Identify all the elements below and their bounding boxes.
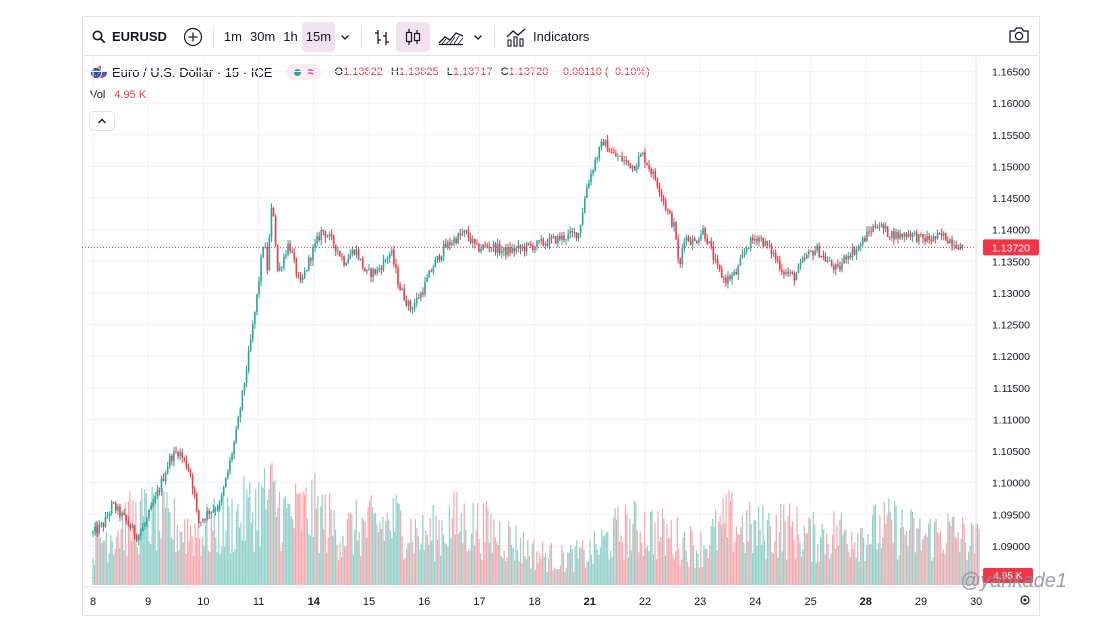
snapshot-button[interactable]: [1008, 25, 1030, 50]
chevron-down-icon: [341, 34, 349, 40]
market-open-dot: [294, 68, 302, 76]
volume-label: Vol: [90, 89, 106, 101]
change-value: −0.00110 (−0.10%): [556, 66, 650, 78]
symbol-search-button[interactable]: EURUSD: [82, 22, 179, 52]
chevron-up-icon: [98, 118, 106, 124]
top-toolbar: EURUSD 1m 30m 1h 15m Indicators: [82, 18, 1038, 56]
search-icon: [92, 30, 106, 43]
indicators-label: Indicators: [533, 29, 590, 44]
symbol-label: EURUSD: [112, 29, 167, 44]
collapse-legend-button[interactable]: [89, 111, 115, 131]
toolbar-separator: [494, 25, 496, 48]
add-symbol-icon: [183, 27, 203, 46]
camera-icon: [1009, 27, 1029, 43]
bar-style-button[interactable]: [368, 22, 396, 52]
indicators-icon: [506, 28, 526, 47]
close-label: C: [500, 66, 509, 78]
instrument-title: Euro / U.S. Dollar · 15 · ICE: [112, 64, 273, 80]
eur-usd-flag-icon: [90, 66, 107, 79]
toolbar-separator: [361, 25, 363, 48]
add-symbol-button[interactable]: [179, 22, 207, 52]
ohlc-values: O1.13822 H1.13825 L1.13717 C1.13720 −0.0…: [335, 66, 650, 78]
chart-frame: [82, 16, 1040, 616]
open-label: O: [334, 66, 344, 78]
chart-style-dropdown-button[interactable]: [468, 22, 488, 52]
approx-icon: ≈: [307, 64, 315, 79]
candles-icon: [405, 28, 421, 45]
low-value: 1.13717: [452, 66, 493, 78]
interval-15m[interactable]: 15m: [301, 21, 336, 52]
indicators-button[interactable]: Indicators: [501, 22, 593, 52]
watermark-text: @yankade1: [960, 570, 1068, 592]
high-label: H: [390, 66, 399, 78]
chevron-down-icon: [474, 34, 482, 40]
interval-1m[interactable]: 1m: [223, 29, 242, 44]
volume-legend: Vol 4.95 K: [90, 89, 146, 101]
chart-legend: Euro / U.S. Dollar · 15 · ICE ≈ O1.13822…: [90, 63, 650, 81]
area-style-button[interactable]: [434, 22, 468, 52]
candles-style-button[interactable]: [396, 21, 431, 52]
volume-value: 4.95 K: [114, 89, 147, 101]
market-status-badge[interactable]: ≈: [286, 64, 321, 80]
interval-1h[interactable]: 1h: [283, 29, 298, 44]
bar-style-icon: [375, 29, 390, 45]
interval-dropdown-button[interactable]: [335, 22, 355, 52]
toolbar-separator: [212, 25, 214, 48]
close-value: 1.13720: [508, 66, 549, 78]
high-value: 1.13825: [398, 66, 439, 78]
interval-30m[interactable]: 30m: [249, 29, 276, 44]
area-style-icon: [438, 31, 464, 45]
open-value: 1.13822: [343, 66, 383, 78]
